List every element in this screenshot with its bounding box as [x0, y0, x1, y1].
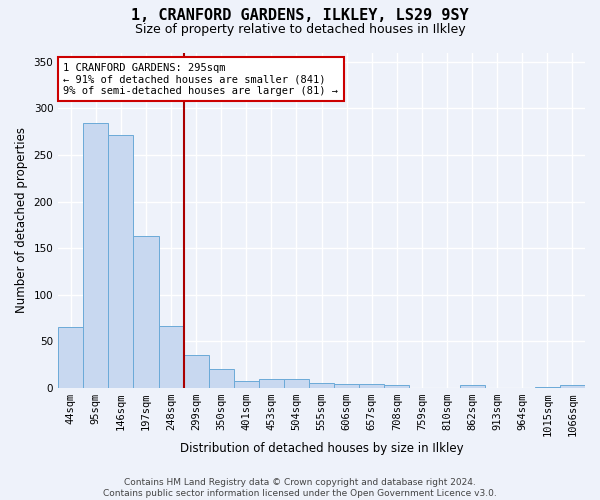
Bar: [259, 380, 284, 388]
Bar: [83, 124, 109, 388]
Bar: [234, 382, 259, 388]
Bar: [209, 369, 234, 388]
Y-axis label: Number of detached properties: Number of detached properties: [15, 127, 28, 313]
Bar: [309, 383, 334, 388]
Bar: [560, 385, 585, 388]
Bar: [284, 380, 309, 388]
Bar: [158, 326, 184, 388]
Bar: [109, 136, 133, 388]
Text: Size of property relative to detached houses in Ilkley: Size of property relative to detached ho…: [134, 22, 466, 36]
Bar: [460, 385, 485, 388]
Bar: [385, 385, 409, 388]
Bar: [535, 387, 560, 388]
Bar: [58, 328, 83, 388]
Bar: [133, 236, 158, 388]
Bar: [184, 355, 209, 388]
Text: Contains HM Land Registry data © Crown copyright and database right 2024.
Contai: Contains HM Land Registry data © Crown c…: [103, 478, 497, 498]
X-axis label: Distribution of detached houses by size in Ilkley: Distribution of detached houses by size …: [180, 442, 463, 455]
Text: 1 CRANFORD GARDENS: 295sqm
← 91% of detached houses are smaller (841)
9% of semi: 1 CRANFORD GARDENS: 295sqm ← 91% of deta…: [64, 62, 338, 96]
Text: 1, CRANFORD GARDENS, ILKLEY, LS29 9SY: 1, CRANFORD GARDENS, ILKLEY, LS29 9SY: [131, 8, 469, 22]
Bar: [334, 384, 359, 388]
Bar: [359, 384, 385, 388]
